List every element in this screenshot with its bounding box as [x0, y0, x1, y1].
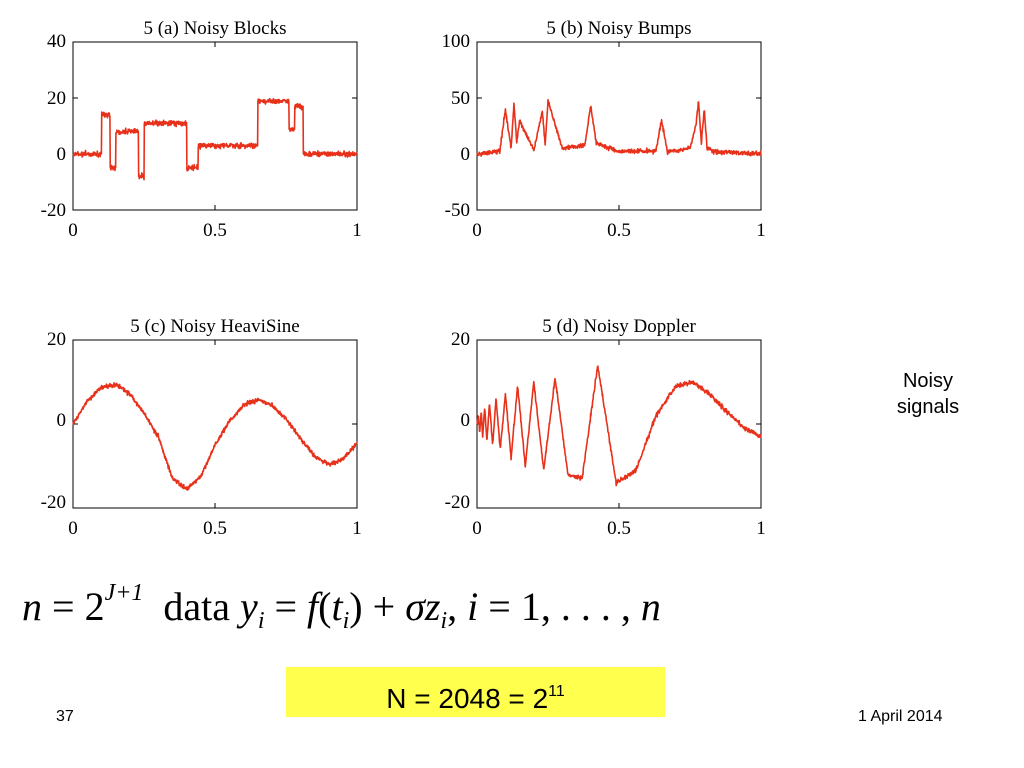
ytick-label: 0 [461, 144, 471, 165]
chart-noisy-bumps-svg: 5 (b) Noisy Bumps 100 50 0 -50 0 0.5 1 [442, 18, 766, 241]
side-note-line1: Noisy [902, 370, 953, 392]
formula-plus: + [372, 584, 396, 629]
formula-comma: , [447, 584, 458, 629]
side-note: Noisy signals [880, 368, 976, 420]
formula-paren: ) [349, 584, 363, 629]
formula-i: i [467, 584, 479, 629]
plot-frame [72, 339, 358, 509]
formula-sub: i [440, 608, 448, 634]
xtick-label: 0.5 [203, 220, 227, 241]
chart-noisy-doppler-svg: 5 (d) Noisy Doppler 20 0 -20 0 0.5 1 [445, 316, 766, 539]
chart-noisy-blocks-svg: 5 (a) Noisy Blocks 40 20 0 -20 0 0.5 1 [41, 18, 362, 241]
chart-title: 5 (c) Noisy HeaviSine [130, 316, 299, 337]
xtick-label: 0.5 [607, 220, 631, 241]
signal-line [72, 381, 358, 491]
chart-noisy-heavisine: 5 (c) Noisy HeaviSine 20 0 -20 0 0.5 1 [30, 312, 370, 542]
chart-title: 5 (d) Noisy Doppler [542, 316, 696, 337]
formula-word: data [163, 584, 231, 629]
xtick-label: 1 [756, 220, 766, 241]
formula-t: t [331, 584, 343, 629]
formula-range: 1, . . . , [520, 584, 631, 629]
slide-date: 1 April 2014 [858, 708, 943, 725]
formula-sigma: σ [405, 584, 425, 629]
xtick-label: 1 [352, 220, 362, 241]
formula-paren: ( [318, 584, 332, 629]
sample-size-exponent: 11 [548, 683, 565, 700]
ytick-label: -50 [445, 200, 470, 221]
ytick-label: 0 [57, 144, 67, 165]
xtick-label: 0 [68, 518, 78, 539]
ytick-label: 50 [451, 88, 470, 109]
slide-number: 37 [56, 708, 74, 725]
chart-noisy-blocks: 5 (a) Noisy Blocks 40 20 0 -20 0 0.5 1 [30, 14, 370, 244]
plot-area [476, 41, 762, 211]
ytick-label: 20 [451, 329, 470, 350]
formula-base: 2 [84, 584, 105, 629]
formula-n: n [22, 584, 42, 629]
plot-area [72, 339, 358, 509]
chart-title: 5 (b) Noisy Bumps [546, 18, 691, 39]
ytick-label: 100 [442, 31, 471, 52]
plot-frame [72, 41, 358, 211]
xtick-label: 0 [472, 518, 482, 539]
formula-sub: i [257, 608, 265, 634]
formula-f: f [307, 584, 319, 629]
xtick-label: 0 [68, 220, 78, 241]
side-note-line2: signals [896, 396, 960, 418]
chart-title: 5 (a) Noisy Blocks [143, 18, 286, 39]
ytick-label: -20 [41, 492, 66, 513]
formula-sub: i [342, 608, 350, 634]
ytick-label: 0 [461, 410, 471, 431]
formula-y: y [240, 584, 258, 629]
signal-line [72, 97, 358, 181]
sample-size-highlight: N = 2048 = 211 [286, 667, 665, 717]
xtick-label: 0.5 [607, 518, 631, 539]
ytick-label: 40 [47, 31, 66, 52]
xtick-label: 0 [472, 220, 482, 241]
chart-noisy-bumps: 5 (b) Noisy Bumps 100 50 0 -50 0 0.5 1 [434, 14, 774, 244]
signal-line [476, 98, 762, 157]
ytick-label: -20 [445, 492, 470, 513]
formula-exponent: J+1 [104, 580, 144, 606]
formula: n = 2J+1 data yi = f(ti) + σzi, i = 1, .… [22, 580, 1012, 640]
xtick-label: 1 [352, 518, 362, 539]
formula-eq: = [52, 584, 75, 629]
formula-eq: = [488, 584, 511, 629]
plot-area [72, 41, 358, 211]
ytick-label: 20 [47, 88, 66, 109]
xtick-label: 0.5 [203, 518, 227, 539]
ytick-label: -20 [41, 200, 66, 221]
sample-size-text: N = 2048 = 2 [386, 683, 549, 714]
plot-frame [476, 339, 762, 509]
formula-n-end: n [640, 584, 661, 629]
ytick-label: 20 [47, 329, 66, 350]
formula-z: z [424, 584, 441, 629]
plot-area [476, 339, 762, 509]
chart-noisy-doppler: 5 (d) Noisy Doppler 20 0 -20 0 0.5 1 [434, 312, 774, 542]
ytick-label: 0 [57, 410, 67, 431]
xtick-label: 1 [756, 518, 766, 539]
chart-noisy-heavisine-svg: 5 (c) Noisy HeaviSine 20 0 -20 0 0.5 1 [41, 316, 362, 539]
signal-line [476, 365, 762, 487]
formula-eq: = [274, 584, 298, 629]
